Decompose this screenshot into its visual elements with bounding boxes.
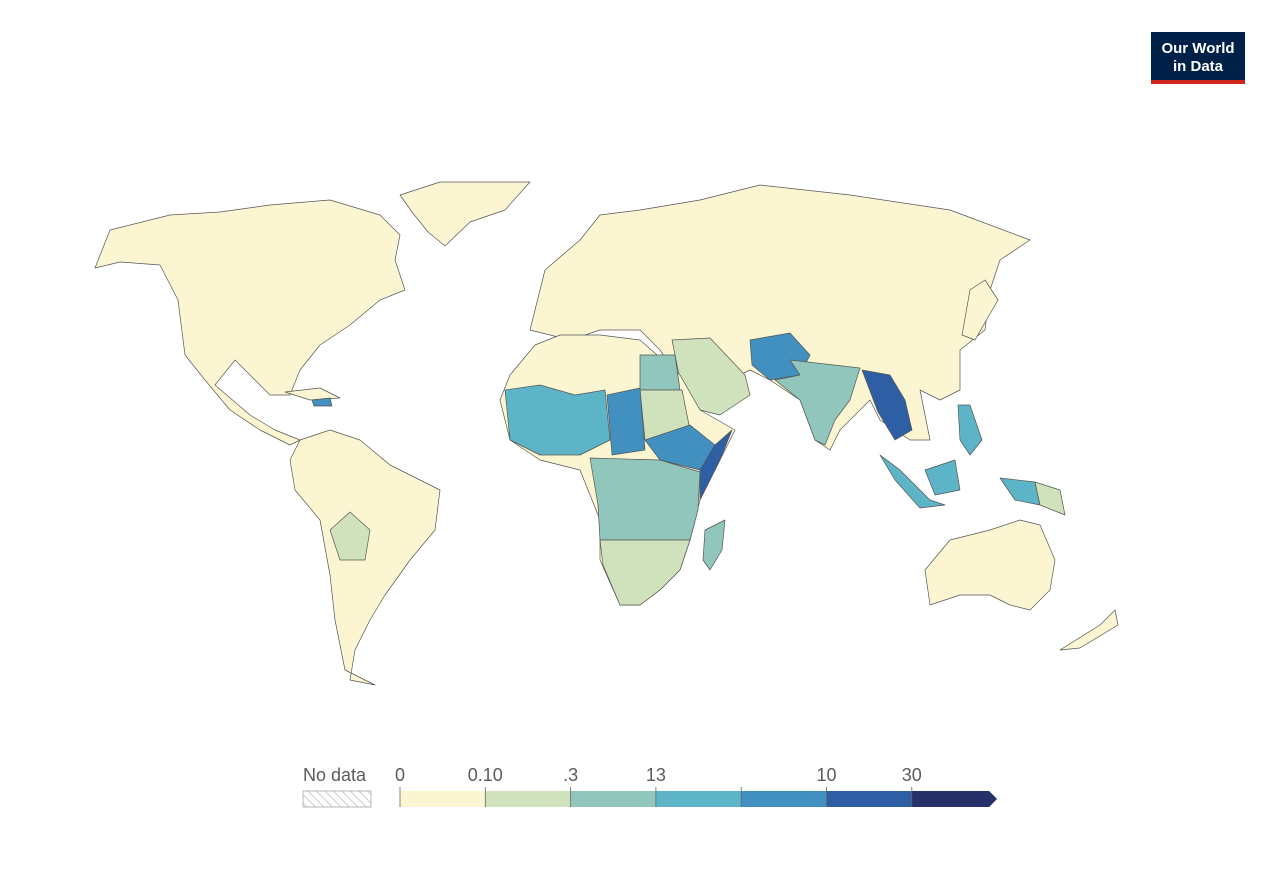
legend-tick-label: 13 xyxy=(646,765,666,785)
borneo xyxy=(924,459,961,496)
legend-tick-label: 0.10 xyxy=(468,765,503,785)
madagascar xyxy=(702,519,726,571)
new-guinea xyxy=(999,477,1041,506)
papua-new-guinea xyxy=(1034,481,1066,516)
north-america xyxy=(94,199,406,446)
japan xyxy=(961,279,999,341)
logo-box xyxy=(1151,32,1245,81)
central-africa xyxy=(589,457,701,541)
legend-tick-label: .3 xyxy=(563,765,578,785)
myanmar xyxy=(861,369,913,441)
legend-bin xyxy=(485,791,571,807)
indonesia-west xyxy=(879,454,946,509)
legend-bin xyxy=(911,791,998,807)
world-map xyxy=(94,181,1119,686)
egypt xyxy=(639,354,681,391)
logo-bar xyxy=(1151,80,1245,84)
caribbean xyxy=(284,387,341,401)
legend-tick-label: 0 xyxy=(395,765,405,785)
haiti xyxy=(311,397,333,407)
somalia xyxy=(699,429,733,501)
legend-tick-label: 30 xyxy=(902,765,922,785)
philippines xyxy=(957,404,983,456)
legend-bin xyxy=(570,791,656,807)
legend-tick-label: 10 xyxy=(816,765,836,785)
no-data-label: No data xyxy=(303,765,367,785)
legend-bin xyxy=(655,791,742,807)
southern-africa xyxy=(599,539,691,606)
australia xyxy=(924,519,1056,611)
logo[interactable]: Our World in Data xyxy=(1151,32,1245,84)
sahel-west xyxy=(504,384,611,456)
logo-text: Our World xyxy=(1161,40,1234,57)
legend-bin xyxy=(741,791,827,807)
legend-bin xyxy=(826,791,912,807)
bolivia xyxy=(329,511,371,561)
legend: No data 0 0.10 .3 13 10 30 xyxy=(302,765,998,808)
new-zealand xyxy=(1059,609,1119,651)
india xyxy=(774,359,861,446)
legend-bin xyxy=(400,791,486,807)
greenland xyxy=(399,181,531,247)
no-data-swatch xyxy=(302,790,372,808)
chad xyxy=(606,387,646,456)
logo-text: in Data xyxy=(1173,58,1224,75)
